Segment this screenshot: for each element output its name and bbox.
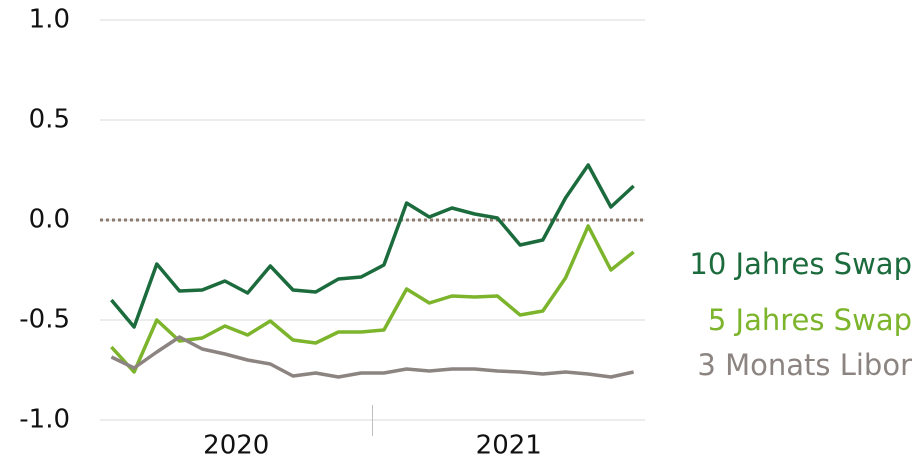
y-tick-label: -0.5 [19,305,70,335]
series-line [110,335,634,379]
x-group-label: 2021 [476,431,542,461]
legend-label: 3 Monats Libor [697,348,912,382]
series-line [110,163,635,329]
y-tick-label: 0.5 [29,105,70,135]
legend-label: 5 Jahres Swap [708,303,912,337]
y-tick-label: 1.0 [29,5,70,35]
y-tick-label: -1.0 [19,405,70,435]
y-tick-label: 0.0 [29,205,70,235]
legend-label: 10 Jahres Swap [689,247,912,281]
x-group-label: 2020 [203,431,269,461]
series-line [110,224,635,374]
